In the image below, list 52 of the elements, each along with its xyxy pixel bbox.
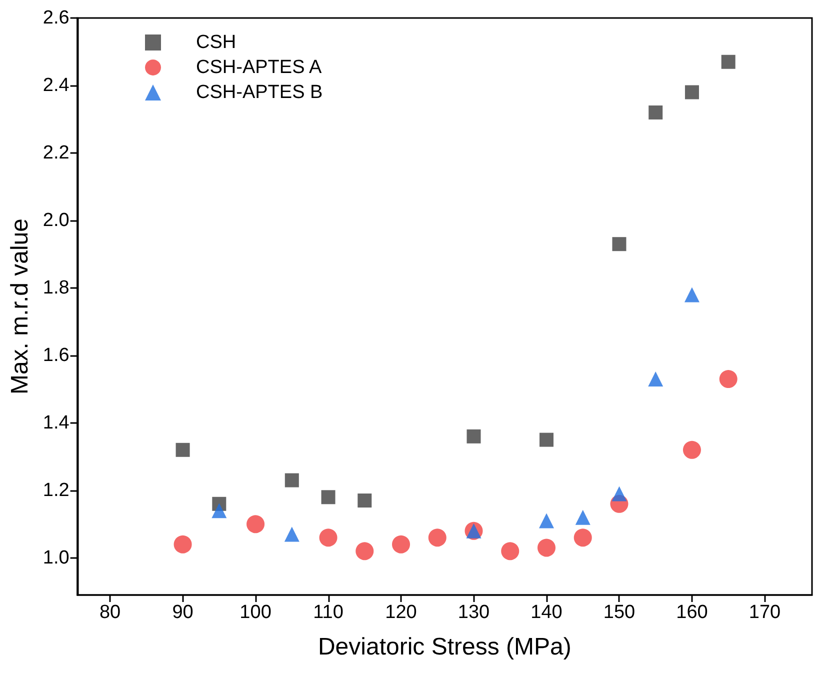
y-axis-title: Max. m.r.d value bbox=[6, 218, 34, 395]
x-tick-label: 110 bbox=[313, 602, 344, 623]
x-tick-label: 80 bbox=[99, 602, 121, 623]
point bbox=[612, 237, 626, 252]
x-tick-label: 130 bbox=[458, 602, 490, 623]
point bbox=[284, 473, 299, 488]
y-tick-label: 2.4 bbox=[42, 74, 70, 96]
point bbox=[538, 538, 556, 557]
y-tick-label: 1.8 bbox=[42, 277, 70, 298]
legend-label: CSH bbox=[196, 32, 236, 53]
y-tick-label: 2.2 bbox=[42, 142, 70, 164]
point bbox=[648, 372, 664, 387]
y-tick-label: 2.6 bbox=[42, 8, 70, 28]
point bbox=[539, 432, 554, 447]
point bbox=[356, 542, 374, 560]
point bbox=[612, 486, 627, 502]
point bbox=[575, 510, 590, 525]
point bbox=[574, 528, 592, 547]
point bbox=[428, 528, 446, 547]
point bbox=[176, 442, 190, 457]
x-tick-label: 100 bbox=[240, 602, 272, 623]
legend-label: CSH-APTES A bbox=[196, 57, 322, 78]
point bbox=[284, 526, 300, 542]
point bbox=[684, 287, 700, 302]
point bbox=[501, 542, 520, 560]
point bbox=[212, 503, 227, 518]
y-tick-label: 2.0 bbox=[42, 210, 70, 231]
y-tick-label: 1.2 bbox=[42, 480, 70, 501]
x-tick-label: 120 bbox=[385, 602, 417, 623]
point bbox=[246, 515, 265, 534]
point bbox=[684, 85, 699, 100]
x-axis-title: Deviatoric Stress (MPa) bbox=[318, 634, 572, 660]
point bbox=[719, 370, 738, 388]
point bbox=[466, 429, 481, 444]
legend-label: CSH-APTES B bbox=[196, 82, 323, 103]
x-tick-label: 160 bbox=[676, 602, 708, 623]
x-tick-label: 170 bbox=[748, 602, 781, 623]
x-tick-label: 90 bbox=[172, 602, 194, 623]
point bbox=[319, 528, 338, 547]
y-tick-label: 1.4 bbox=[42, 412, 70, 434]
y-tick-label: 1.6 bbox=[42, 344, 70, 366]
point bbox=[721, 54, 736, 69]
point bbox=[538, 513, 554, 528]
y-tick-label: 1.0 bbox=[42, 547, 70, 568]
x-tick-label: 150 bbox=[603, 602, 636, 623]
point bbox=[648, 105, 663, 120]
point bbox=[682, 440, 701, 459]
point bbox=[174, 535, 192, 554]
point bbox=[392, 535, 410, 554]
point bbox=[358, 494, 372, 508]
point bbox=[321, 490, 336, 504]
x-tick-label: 140 bbox=[530, 602, 562, 623]
